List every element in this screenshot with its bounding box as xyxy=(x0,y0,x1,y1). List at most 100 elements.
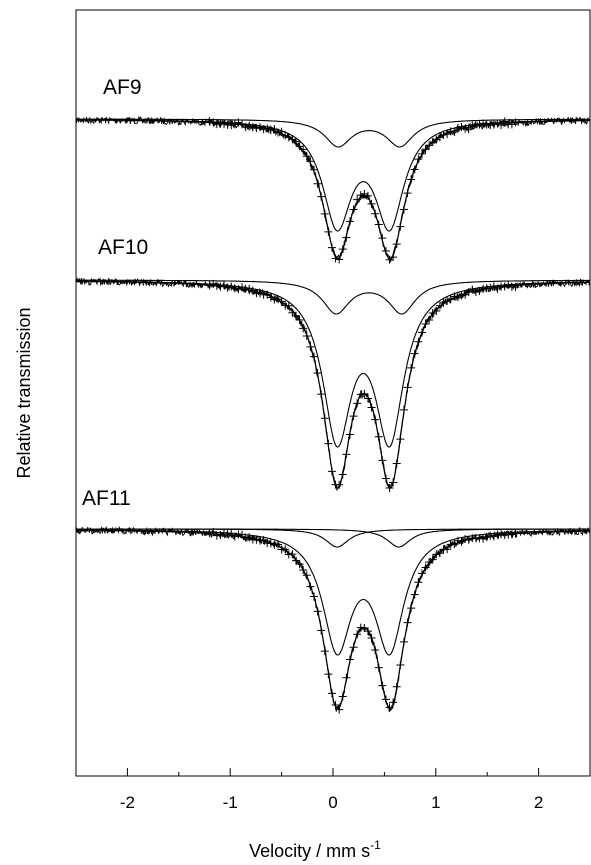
data-point-marker xyxy=(417,149,426,158)
data-point-marker xyxy=(353,399,362,408)
data-point-marker xyxy=(371,209,380,218)
data-point-marker xyxy=(421,563,430,572)
data-point-marker xyxy=(396,660,405,669)
x-tick-label: -2 xyxy=(120,793,135,812)
data-point-marker xyxy=(291,556,300,565)
data-point-marker xyxy=(324,439,333,448)
data-point-marker xyxy=(421,145,430,154)
plot-frame xyxy=(75,9,591,777)
data-point-marker xyxy=(241,123,250,132)
data-point-marker xyxy=(486,283,495,292)
data-point-marker xyxy=(342,673,351,682)
data-point-marker xyxy=(453,293,462,302)
data-point-marker xyxy=(223,529,232,538)
data-point-marker xyxy=(507,530,516,539)
sample-label: AF10 xyxy=(98,236,148,259)
data-point-marker xyxy=(338,470,347,479)
data-point-marker xyxy=(385,703,394,712)
data-point-marker xyxy=(295,315,304,324)
data-point-marker xyxy=(414,155,423,164)
x-tick-label: 2 xyxy=(534,793,543,812)
data-point-marker xyxy=(327,689,336,698)
data-point-marker xyxy=(317,626,326,635)
data-point-marker xyxy=(378,456,387,465)
data-point-marker xyxy=(389,698,398,707)
data-point-marker xyxy=(443,297,452,306)
x-tick-label: 1 xyxy=(431,793,440,812)
data-point-marker xyxy=(353,630,362,639)
data-point-marker xyxy=(425,315,434,324)
data-point-marker xyxy=(284,301,293,310)
envelope-fit-curve xyxy=(76,119,590,260)
data-point-marker xyxy=(371,646,380,655)
data-point-marker xyxy=(277,297,286,306)
data-point-marker xyxy=(274,295,283,304)
data-point-marker xyxy=(212,281,221,290)
data-point-marker xyxy=(374,432,383,441)
data-point-marker xyxy=(403,618,412,627)
x-axis-label: Velocity / mm s-1 xyxy=(249,838,381,861)
data-point-marker xyxy=(230,120,239,129)
data-point-marker xyxy=(230,284,239,293)
data-point-marker xyxy=(306,157,315,166)
data-point-marker xyxy=(299,324,308,333)
data-point-marker xyxy=(425,141,434,150)
data-point-marker xyxy=(407,604,416,613)
data-point-marker xyxy=(378,681,387,690)
sample-label: AF11 xyxy=(82,487,131,510)
component-fit-curve-2 xyxy=(75,280,590,448)
data-point-marker xyxy=(234,285,243,294)
data-point-marker xyxy=(205,117,214,126)
data-point-marker xyxy=(504,280,513,289)
data-point-marker xyxy=(227,121,236,130)
data-point-marker xyxy=(288,550,297,559)
data-point-marker xyxy=(381,474,390,483)
data-point-marker xyxy=(461,535,470,544)
data-point-marker xyxy=(500,282,509,291)
data-point-marker xyxy=(317,390,326,399)
data-point-marker xyxy=(356,191,365,200)
data-point-marker xyxy=(345,655,354,664)
data-point-marker xyxy=(493,119,502,128)
data-point-marker xyxy=(320,209,329,218)
data-point-marker xyxy=(205,281,214,290)
data-point-marker xyxy=(371,415,380,424)
data-point-marker xyxy=(489,532,498,541)
data-point-marker xyxy=(234,118,243,127)
data-point-marker xyxy=(482,120,491,129)
data-point-marker xyxy=(335,705,344,714)
data-point-marker xyxy=(274,128,283,137)
data-point-marker xyxy=(399,637,408,646)
data-point-marker xyxy=(464,535,473,544)
data-point-marker xyxy=(205,529,214,538)
data-point-marker xyxy=(284,133,293,142)
data-point-marker xyxy=(457,291,466,300)
data-point-marker xyxy=(446,127,455,136)
data-point-marker xyxy=(417,328,426,337)
data-point-marker xyxy=(410,349,419,358)
x-axis-label-superscript: -1 xyxy=(370,838,381,852)
data-point-marker xyxy=(302,571,311,580)
data-point-marker xyxy=(230,532,239,541)
data-point-marker xyxy=(399,405,408,414)
data-point-marker xyxy=(367,634,376,643)
data-point-marker xyxy=(399,205,408,214)
data-trace xyxy=(75,525,591,713)
data-point-marker xyxy=(302,331,311,340)
data-point-marker xyxy=(479,119,488,128)
data-point-marker xyxy=(291,137,300,146)
data-point-marker xyxy=(363,627,372,636)
data-point-marker xyxy=(378,234,387,243)
data-point-marker xyxy=(453,123,462,132)
data-point-marker xyxy=(353,195,362,204)
data-point-marker xyxy=(428,555,437,564)
data-point-marker xyxy=(403,383,412,392)
data-point-marker xyxy=(309,352,318,361)
data-point-marker xyxy=(248,123,257,132)
data-point-marker xyxy=(450,540,459,549)
data-point-marker xyxy=(335,255,344,264)
data-point-marker xyxy=(309,165,318,174)
data-point-marker xyxy=(421,320,430,329)
data-point-marker xyxy=(252,124,261,133)
data-point-marker xyxy=(471,287,480,296)
